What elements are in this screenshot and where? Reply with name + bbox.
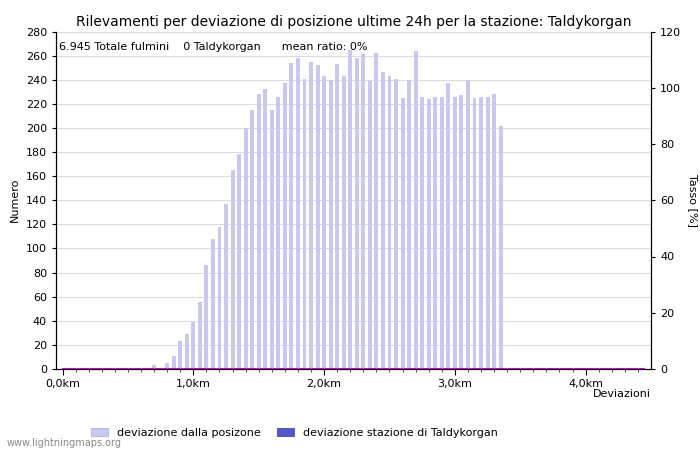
Bar (361, 54, 365, 369)
Bar (198, 302, 202, 369)
Bar (479, 97, 483, 369)
Text: www.lightningmaps.org: www.lightningmaps.org (7, 438, 122, 448)
Bar (329, 80, 332, 369)
Bar (453, 97, 457, 369)
Bar (302, 78, 307, 369)
Bar (204, 266, 209, 369)
Bar (165, 363, 169, 369)
Bar (381, 72, 385, 369)
Text: Deviazioni: Deviazioni (593, 389, 651, 399)
Bar (218, 227, 221, 369)
Bar (459, 95, 463, 369)
Bar (283, 83, 287, 369)
Bar (224, 204, 228, 369)
Bar (309, 62, 313, 369)
Bar (257, 94, 260, 369)
Bar (250, 110, 254, 369)
Bar (230, 170, 235, 369)
Bar (270, 110, 274, 369)
Bar (498, 126, 503, 369)
Bar (146, 368, 150, 369)
Bar (172, 356, 176, 369)
Bar (447, 83, 450, 369)
Bar (440, 97, 444, 369)
Bar (237, 154, 241, 369)
Bar (152, 365, 156, 369)
Bar (420, 97, 424, 369)
Bar (296, 58, 300, 369)
Bar (211, 239, 215, 369)
Bar (276, 97, 280, 369)
Bar (263, 90, 267, 369)
Title: Rilevamenti per deviazione di posizione ultime 24h per la stazione: Taldykorgan: Rilevamenti per deviazione di posizione … (76, 15, 631, 29)
Text: 6.945 Totale fulmini    0 Taldykorgan      mean ratio: 0%: 6.945 Totale fulmini 0 Taldykorgan mean … (59, 42, 368, 52)
Bar (316, 65, 319, 369)
Bar (289, 63, 293, 369)
Bar (466, 80, 470, 369)
Bar (244, 128, 248, 369)
Bar (185, 334, 189, 369)
Bar (492, 94, 496, 369)
Y-axis label: Numero: Numero (10, 178, 20, 222)
Bar (355, 58, 358, 369)
Bar (335, 64, 339, 369)
Bar (400, 98, 405, 369)
Bar (394, 78, 398, 369)
Bar (473, 98, 477, 369)
Y-axis label: Tasso [%]: Tasso [%] (688, 174, 698, 227)
Bar (342, 76, 346, 369)
Bar (368, 81, 372, 369)
Bar (388, 76, 391, 369)
Bar (486, 97, 489, 369)
Bar (349, 50, 352, 369)
Bar (191, 322, 195, 369)
Bar (322, 76, 326, 369)
Bar (433, 97, 438, 369)
Bar (427, 99, 430, 369)
Bar (178, 341, 182, 369)
Bar (414, 51, 418, 369)
Bar (374, 53, 378, 369)
Bar (407, 80, 411, 369)
